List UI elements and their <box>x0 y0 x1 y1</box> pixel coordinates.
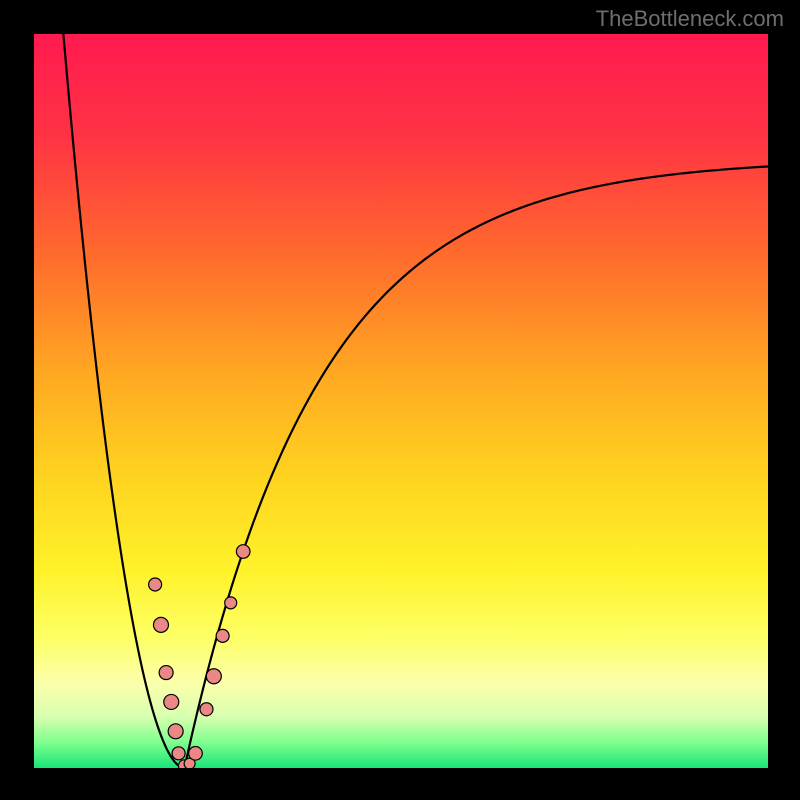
data-marker <box>236 545 250 559</box>
data-marker <box>172 747 185 760</box>
data-marker <box>225 597 237 609</box>
data-marker <box>164 694 179 709</box>
data-marker <box>149 578 162 591</box>
bottleneck-plot <box>34 34 768 768</box>
plot-background <box>34 34 768 768</box>
data-marker <box>200 703 213 716</box>
data-marker <box>216 629 229 642</box>
data-marker <box>189 747 203 761</box>
data-marker <box>153 617 168 632</box>
data-marker <box>159 666 173 680</box>
data-marker <box>168 724 183 739</box>
stage: TheBottleneck.com <box>0 0 800 800</box>
data-marker <box>206 669 221 684</box>
watermark-text: TheBottleneck.com <box>596 6 784 32</box>
